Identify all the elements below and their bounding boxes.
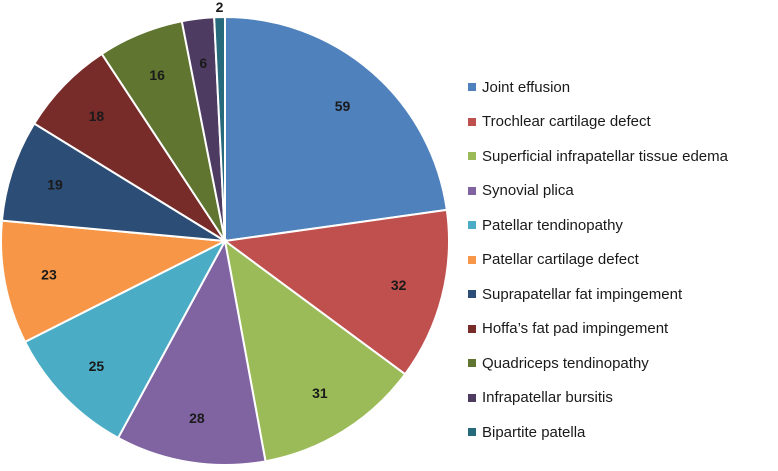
legend-swatch <box>468 290 476 299</box>
pie-slice-suprapatellar-fat-impingement <box>0 122 226 242</box>
legend-label: Bipartite patella <box>482 423 586 441</box>
legend-item-quadriceps-tendinopathy: Quadriceps tendinopathy <box>468 346 728 381</box>
legend-swatch <box>468 117 476 126</box>
legend-label: Patellar tendinopathy <box>482 216 623 234</box>
legend-label: Trochlear cartilage defect <box>482 113 651 131</box>
legend-label: Hoffa’s fat pad impingement <box>482 320 669 338</box>
legend-item-infrapatellar-bursitis: Infrapatellar bursitis <box>468 381 728 416</box>
legend-swatch <box>468 428 476 437</box>
legend-item-patellar-tendinopathy: Patellar tendinopathy <box>468 208 728 243</box>
legend-swatch <box>468 83 476 92</box>
legend-swatch <box>468 186 476 195</box>
legend-item-suprapatellar-fat-impingement: Suprapatellar fat impingement <box>468 277 728 312</box>
pie-slice-patellar-cartilage-defect <box>0 219 229 344</box>
legend-label: Quadriceps tendinopathy <box>482 354 649 372</box>
legend-swatch <box>468 393 476 402</box>
pie-data-labels: 59 32 31 28 25 23 19 18 16 6 2 <box>41 0 407 426</box>
legend-item-superficial-infrapatellar-tissue-edema: Superficial infrapatellar tissue edema <box>468 139 728 174</box>
chart-legend: Joint effusion Trochlear cartilage defect… <box>468 70 728 450</box>
data-label-superficial-infrapatellar-tissue-edema: 31 <box>312 385 328 401</box>
pie-slice-trochlear-cartilage-defect <box>222 208 450 376</box>
data-label-patellar-tendinopathy: 25 <box>89 358 105 374</box>
legend-swatch <box>468 255 476 264</box>
legend-item-hoffa-s-fat-pad-impingement: Hoffa’s fat pad impingement <box>468 312 728 347</box>
legend-swatch <box>468 359 476 368</box>
pie-slice-joint-effusion <box>224 15 448 243</box>
legend-label: Superficial infrapatellar tissue edema <box>482 147 728 165</box>
legend-label: Patellar cartilage defect <box>482 251 639 269</box>
legend-swatch <box>468 221 476 230</box>
pie-slice-superficial-infrapatellar-tissue-edema <box>223 238 407 463</box>
legend-item-patellar-cartilage-defect: Patellar cartilage defect <box>468 243 728 278</box>
legend-label: Synovial plica <box>482 182 574 200</box>
pie-slice-patellar-tendinopathy <box>23 238 228 440</box>
legend-label: Suprapatellar fat impingement <box>482 285 683 303</box>
data-label-patellar-cartilage-defect: 23 <box>41 266 57 282</box>
legend-swatch <box>468 324 476 333</box>
data-label-infrapatellar-bursitis: 6 <box>199 55 207 71</box>
data-label-suprapatellar-fat-impingement: 19 <box>47 176 63 192</box>
legend-item-trochlear-cartilage-defect: Trochlear cartilage defect <box>468 105 728 140</box>
data-label-hoffa-s-fat-pad-impingement: 18 <box>89 108 105 124</box>
legend-label: Joint effusion <box>482 78 571 96</box>
pie-slices <box>0 15 450 466</box>
legend-item-joint-effusion: Joint effusion <box>468 70 728 105</box>
pie-slice-bipartite-patella <box>213 15 226 242</box>
pie-slice-synovial-plica <box>116 238 267 466</box>
data-label-trochlear-cartilage-defect: 32 <box>391 277 407 293</box>
legend-swatch <box>468 152 476 161</box>
legend-item-bipartite-patella: Bipartite patella <box>468 415 728 450</box>
data-label-synovial-plica: 28 <box>189 410 205 426</box>
data-label-quadriceps-tendinopathy: 16 <box>149 67 165 83</box>
legend-label: Infrapatellar bursitis <box>482 389 613 407</box>
data-label-joint-effusion: 59 <box>335 98 351 114</box>
data-label-bipartite-patella: 2 <box>216 0 224 15</box>
legend-item-synovial-plica: Synovial plica <box>468 174 728 209</box>
